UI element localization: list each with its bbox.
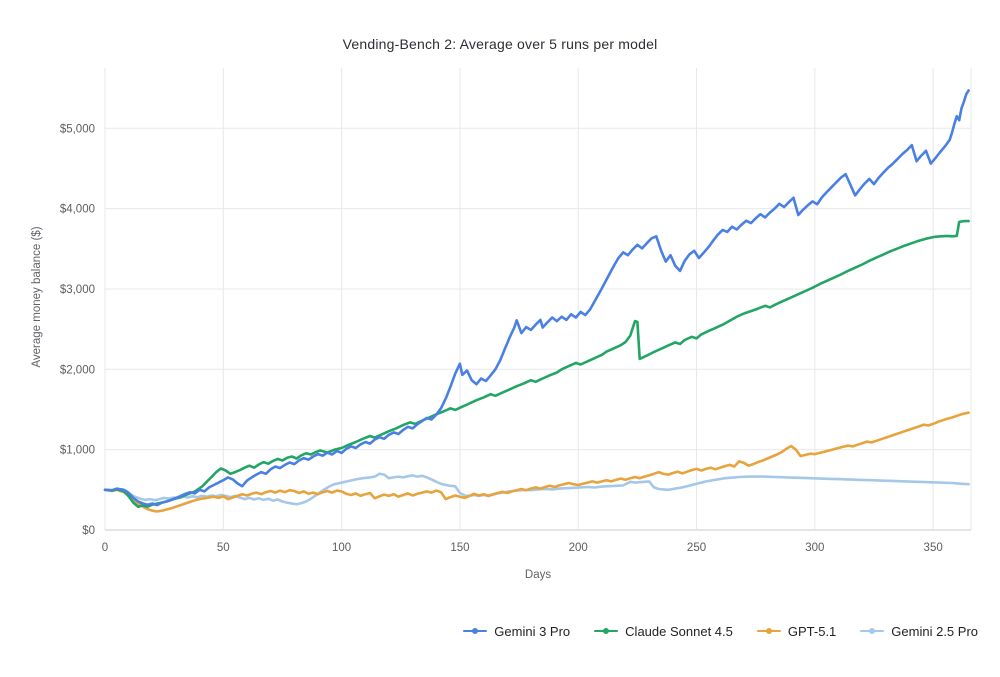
- x-tick-label: 150: [450, 542, 469, 554]
- y-tick-label: $0: [82, 525, 95, 537]
- legend-item-gemini-2-5-pro: Gemini 2.5 Pro: [860, 624, 978, 639]
- x-tick-label: 300: [805, 542, 824, 554]
- y-tick-label: $2,000: [60, 364, 95, 376]
- chart-legend: Gemini 3 Pro Claude Sonnet 4.5 GPT-5.1 Gemi…: [463, 618, 978, 644]
- y-tick-label: $1,000: [60, 445, 95, 457]
- series-line-claude-sonnet-4-5: [103, 219, 970, 509]
- y-tick-label: $5,000: [60, 123, 95, 135]
- y-tick-label: $4,000: [60, 204, 95, 216]
- legend-item-gpt-5-1: GPT-5.1: [756, 623, 837, 639]
- legend-label: Gemini 3 Pro: [494, 623, 571, 639]
- y-axis-title: Average money balance ($): [31, 226, 43, 368]
- legend-item-gemini-3-pro: Gemini 3 Pro: [463, 624, 570, 639]
- x-tick-label: 100: [332, 542, 351, 554]
- x-tick-label: 350: [924, 542, 943, 554]
- chart-title: Vending-Bench 2: Average over 5 runs per…: [342, 36, 658, 52]
- series-line-gemini-2-5-pro: [103, 472, 970, 506]
- legend-label: GPT-5.1: [787, 623, 837, 639]
- y-tick-label: $3,000: [60, 284, 95, 296]
- legend-label: Gemini 2.5 Pro: [891, 623, 978, 639]
- series-line-gpt-5-1: [103, 411, 970, 513]
- legend-item-claude-sonnet-4-5: Claude Sonnet 4.5: [594, 624, 733, 639]
- legend-line-dot-icon: [756, 628, 781, 634]
- legend-line-dot-icon: [463, 628, 488, 634]
- x-tick-label: 200: [569, 542, 588, 554]
- x-tick-label: 250: [687, 542, 706, 554]
- series-line-gemini-3-pro: [103, 89, 970, 507]
- x-axis-title: Days: [524, 569, 552, 581]
- x-tick-label: 50: [217, 542, 230, 554]
- legend-line-dot-icon: [860, 628, 885, 634]
- legend-label: Claude Sonnet 4.5: [625, 623, 733, 639]
- x-tick-label: 0: [102, 542, 108, 554]
- legend-line-dot-icon: [594, 628, 619, 634]
